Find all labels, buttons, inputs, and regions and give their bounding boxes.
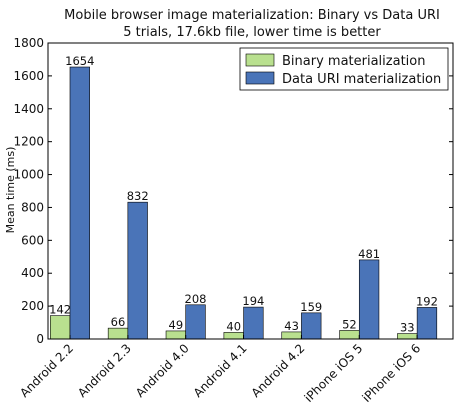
chart-title: Mobile browser image materialization: Bi…: [64, 8, 440, 23]
legend: Binary materialization Data URI materiali…: [239, 47, 449, 91]
bar-binary: [281, 331, 302, 340]
bar-data-uri: [358, 259, 380, 340]
x-tick-label: Android 4.0: [133, 341, 192, 400]
data-label: 1654: [65, 54, 94, 68]
bar-data-uri: [69, 66, 90, 340]
x-tick-label: Android 2.2: [17, 341, 76, 400]
bar-binary: [339, 330, 360, 340]
legend-label-binary: Binary materialization: [282, 54, 425, 69]
data-label: 194: [242, 294, 264, 308]
legend-swatch-data-uri: [245, 71, 275, 85]
y-tick-label: 1800: [13, 36, 44, 50]
data-label: 142: [49, 303, 71, 317]
x-tick-label: iPhone iOS 5: [302, 341, 366, 405]
data-label: 208: [185, 292, 207, 306]
y-tick-label: 600: [21, 233, 44, 247]
data-label: 40: [226, 319, 241, 333]
y-tick-label: 800: [21, 200, 44, 214]
y-tick-label: 1000: [13, 168, 44, 182]
data-label: 66: [111, 315, 126, 329]
y-tick-label: 0: [36, 332, 44, 346]
y-axis-label: Mean time (ms): [4, 147, 17, 234]
y-tick-label: 200: [21, 299, 44, 313]
y-tick-label: 1400: [13, 102, 44, 116]
bar-data-uri: [416, 307, 438, 340]
chart-subtitle: 5 trials, 17.6kb file, lower time is bet…: [123, 25, 381, 40]
data-label: 49: [169, 318, 184, 332]
y-tick-label: 400: [21, 266, 44, 280]
x-tick-label: iPhone iOS 6: [359, 341, 423, 405]
bar-data-uri: [127, 201, 148, 340]
data-label: 192: [416, 294, 438, 308]
bar-binary: [165, 330, 186, 340]
bar-data-uri: [243, 306, 264, 340]
plot-frame: [47, 42, 454, 340]
x-tick-label: Android 4.1: [191, 341, 250, 400]
bar-data-uri: [301, 312, 322, 340]
legend-box: [239, 47, 449, 91]
bar-binary: [50, 315, 71, 340]
legend-swatch-binary: [245, 53, 275, 67]
data-label: 52: [342, 317, 357, 331]
bar-data-uri: [185, 304, 206, 340]
data-label: 159: [300, 300, 322, 314]
x-tick-label: Android 4.2: [249, 341, 308, 400]
legend-label-data-uri: Data URI materialization: [282, 72, 441, 87]
y-tick-label: 1600: [13, 69, 44, 83]
data-label: 43: [284, 319, 299, 333]
data-label: 481: [358, 247, 380, 261]
bar-binary: [107, 327, 129, 340]
data-label: 33: [400, 321, 415, 335]
x-tick-label: Android 2.3: [75, 341, 134, 400]
data-label: 832: [127, 189, 149, 203]
y-tick-label: 1200: [13, 135, 44, 149]
